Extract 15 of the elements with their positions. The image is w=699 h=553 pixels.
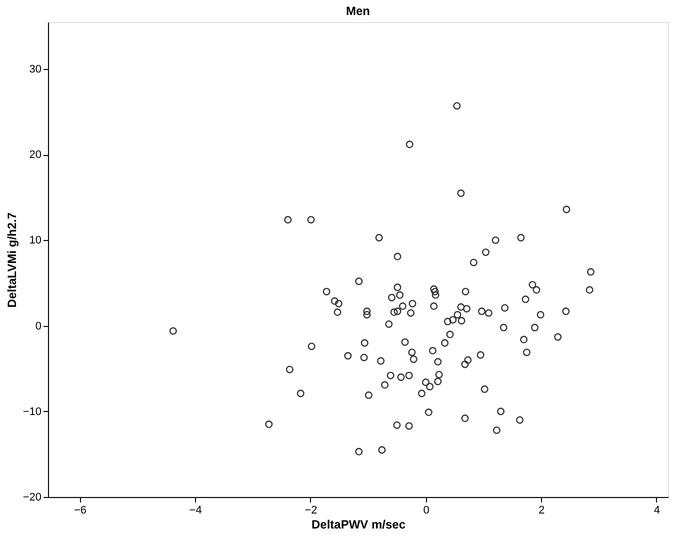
x-tick-label: 2 bbox=[538, 504, 545, 516]
x-tick-label: 4 bbox=[654, 504, 660, 516]
y-axis-title: DeltaLVMi g/h2.7 bbox=[4, 212, 19, 308]
x-tick-label: −4 bbox=[189, 504, 202, 516]
x-axis-title: DeltaPWV m/sec bbox=[311, 518, 406, 532]
y-tick-label: −10 bbox=[22, 406, 42, 418]
x-tick-label: −2 bbox=[304, 504, 318, 516]
x-tick-label: 0 bbox=[423, 504, 430, 516]
y-tick-label: 10 bbox=[29, 234, 42, 247]
y-tick-label: 30 bbox=[29, 64, 42, 76]
y-tick-label: 20 bbox=[29, 149, 42, 162]
chart-title: Men bbox=[346, 4, 370, 18]
y-tick-label: 0 bbox=[35, 320, 42, 332]
x-tick-label: −6 bbox=[74, 504, 86, 516]
y-tick-label: −20 bbox=[22, 492, 42, 504]
